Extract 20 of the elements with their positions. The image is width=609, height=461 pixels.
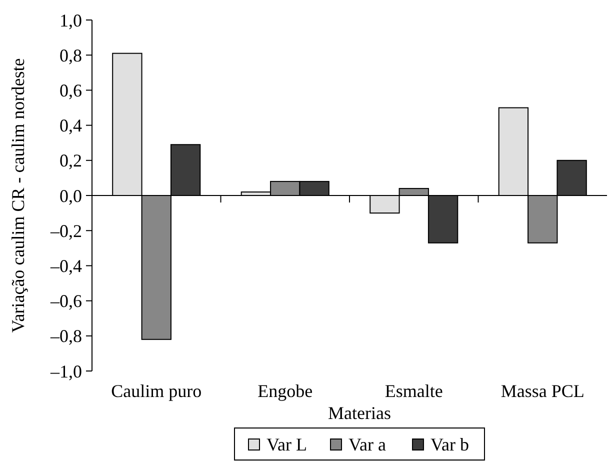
y-tick-label: 1,0 xyxy=(60,10,82,30)
y-tick-label: 0,4 xyxy=(60,116,82,136)
legend-label: Var a xyxy=(348,434,386,454)
x-tick-label: Massa PCL xyxy=(500,381,584,401)
x-tick-label: Engobe xyxy=(258,381,313,401)
y-tick-label: –0,4 xyxy=(50,256,82,276)
x-tick-label: Caulim puro xyxy=(111,381,202,401)
x-tick-label: Esmalte xyxy=(384,381,443,401)
y-tick-label: –1,0 xyxy=(50,361,82,382)
legend-label: Var b xyxy=(430,434,469,454)
y-tick-label: –0,6 xyxy=(50,291,82,312)
y-axis-title: Variação caulim CR - caulim nordeste xyxy=(8,58,28,333)
y-tick-label: –0,2 xyxy=(50,220,82,241)
y-tick-label: 0,0 xyxy=(60,186,82,206)
legend-label: Var L xyxy=(266,434,307,454)
x-axis-title: Materias xyxy=(328,403,391,423)
y-tick-label: 0,6 xyxy=(60,80,82,100)
y-tick-label: –0,8 xyxy=(50,326,82,346)
y-tick-label: 0,2 xyxy=(60,150,82,171)
y-tick-label: 0,8 xyxy=(60,45,82,66)
